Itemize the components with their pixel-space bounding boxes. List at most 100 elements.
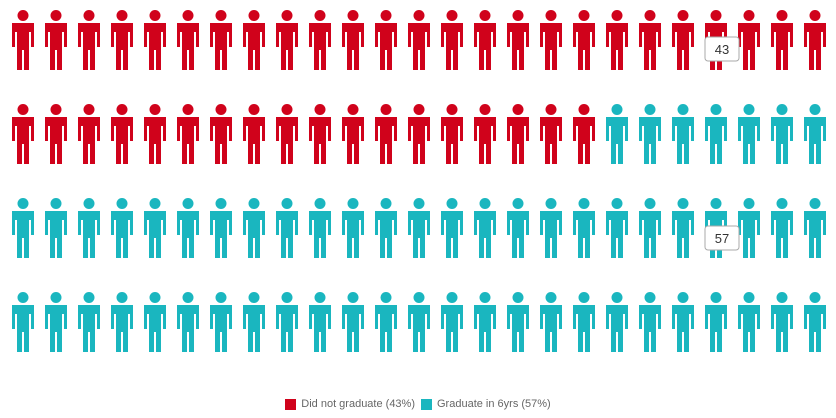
person-icon [771, 198, 793, 258]
person-icon [45, 10, 67, 70]
person-icon [804, 10, 826, 70]
person-icon [12, 104, 34, 164]
person-icon [474, 104, 496, 164]
person-icon [210, 10, 232, 70]
person-icon [507, 10, 529, 70]
pictograph-chart: 43 57 [12, 10, 826, 352]
callout-graduate-6yrs-label: 57 [715, 231, 729, 246]
legend-label-did-not-graduate: Did not graduate (43%) [301, 398, 415, 410]
person-icon [408, 292, 430, 352]
person-icon [705, 292, 727, 352]
person-icon [441, 292, 463, 352]
person-icon [144, 292, 166, 352]
person-icon [441, 198, 463, 258]
person-icon [309, 10, 331, 70]
person-icon [111, 10, 133, 70]
person-icon [507, 198, 529, 258]
person-icon [45, 104, 67, 164]
person-icon [78, 10, 100, 70]
person-icon [210, 104, 232, 164]
person-icon [177, 104, 199, 164]
person-icon [45, 292, 67, 352]
person-icon [342, 104, 364, 164]
person-icon [474, 10, 496, 70]
person-icon [243, 10, 265, 70]
person-icon [78, 292, 100, 352]
person-icon [738, 104, 760, 164]
person-icon [144, 10, 166, 70]
person-icon [276, 198, 298, 258]
person-icon [342, 10, 364, 70]
person-icon [573, 10, 595, 70]
person-icon [408, 10, 430, 70]
person-icon [243, 292, 265, 352]
person-icon [111, 292, 133, 352]
person-icon [771, 292, 793, 352]
person-icon [177, 10, 199, 70]
person-icon [12, 10, 34, 70]
person-icon [375, 104, 397, 164]
person-icon [540, 104, 562, 164]
person-icon [672, 198, 694, 258]
person-icon [375, 292, 397, 352]
legend-item-graduate-6yrs[interactable]: Graduate in 6yrs (57%) [421, 398, 551, 410]
person-icon [276, 292, 298, 352]
person-icon [210, 198, 232, 258]
person-icon [771, 104, 793, 164]
person-icon [540, 10, 562, 70]
legend: Did not graduate (43%) Graduate in 6yrs … [0, 398, 836, 410]
person-icon [45, 198, 67, 258]
person-icon [672, 104, 694, 164]
person-icon [441, 10, 463, 70]
person-icon [738, 292, 760, 352]
person-icon [738, 10, 760, 70]
person-icon [639, 10, 661, 70]
person-icon [639, 104, 661, 164]
person-icon [78, 198, 100, 258]
person-icon [144, 104, 166, 164]
person-icon [111, 198, 133, 258]
person-icon [375, 10, 397, 70]
person-icon [342, 292, 364, 352]
person-icon [573, 198, 595, 258]
person-icon [507, 104, 529, 164]
person-icon [78, 104, 100, 164]
callout-graduate-6yrs: 57 [704, 225, 740, 251]
person-icon [606, 292, 628, 352]
person-icon [672, 292, 694, 352]
person-icon [111, 104, 133, 164]
person-icon [276, 10, 298, 70]
person-icon [375, 198, 397, 258]
person-icon [771, 10, 793, 70]
person-icon [408, 104, 430, 164]
legend-swatch-did-not-graduate [285, 398, 297, 410]
person-icon [606, 198, 628, 258]
person-icon [210, 292, 232, 352]
person-icon [144, 198, 166, 258]
legend-label-graduate-6yrs: Graduate in 6yrs (57%) [437, 398, 551, 410]
legend-item-did-not-graduate[interactable]: Did not graduate (43%) [285, 398, 415, 410]
person-icon [639, 198, 661, 258]
person-icon [12, 198, 34, 258]
person-icon [804, 104, 826, 164]
person-icon [408, 198, 430, 258]
person-icon [243, 104, 265, 164]
person-icon [441, 104, 463, 164]
person-icon [606, 10, 628, 70]
person-icon [177, 292, 199, 352]
person-icon [342, 198, 364, 258]
person-icon [639, 292, 661, 352]
person-icon [12, 292, 34, 352]
person-icon [804, 198, 826, 258]
person-icon [540, 198, 562, 258]
person-icon [177, 198, 199, 258]
person-icon [309, 198, 331, 258]
person-icon [276, 104, 298, 164]
person-icon [606, 104, 628, 164]
person-icon [705, 104, 727, 164]
person-icon [474, 292, 496, 352]
person-icon [540, 292, 562, 352]
person-icon [309, 292, 331, 352]
person-icon [474, 198, 496, 258]
person-icon [573, 292, 595, 352]
